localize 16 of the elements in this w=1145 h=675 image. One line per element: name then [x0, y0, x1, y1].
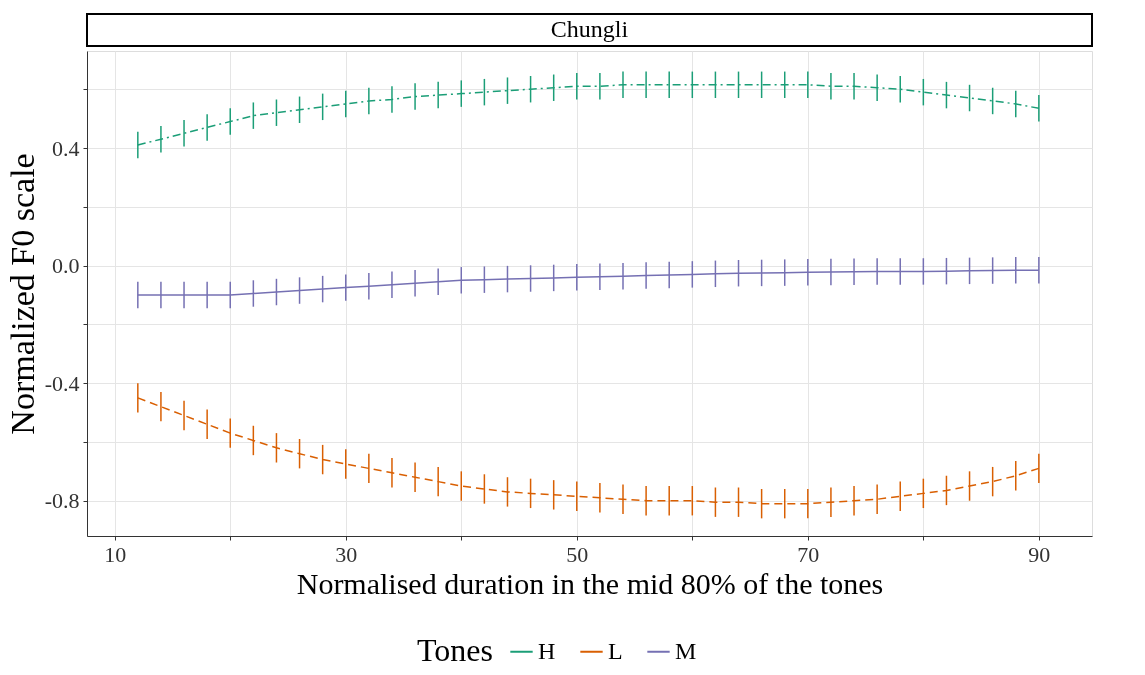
legend-label: H: [538, 637, 556, 664]
x-axis-title: Normalised duration in the mid 80% of the tones: [296, 566, 884, 600]
x-tick-label: 10: [104, 541, 127, 567]
x-tick-label: 70: [797, 541, 820, 567]
y-axis-title: Normalized F0 scale: [3, 153, 41, 435]
x-tick-label: 50: [566, 541, 589, 567]
x-tick-label: 30: [335, 541, 358, 567]
legend-label: L: [608, 637, 623, 664]
legend-title: Tones: [417, 632, 493, 668]
y-tick-label: -0.4: [44, 370, 80, 396]
y-tick-label: 0.0: [52, 253, 80, 279]
y-tick-label: 0.4: [52, 135, 80, 161]
y-tick-label: -0.8: [44, 488, 80, 514]
x-tick-label: 90: [1028, 541, 1051, 567]
legend-label: M: [675, 637, 697, 664]
chart-title: Chungli: [550, 16, 629, 42]
